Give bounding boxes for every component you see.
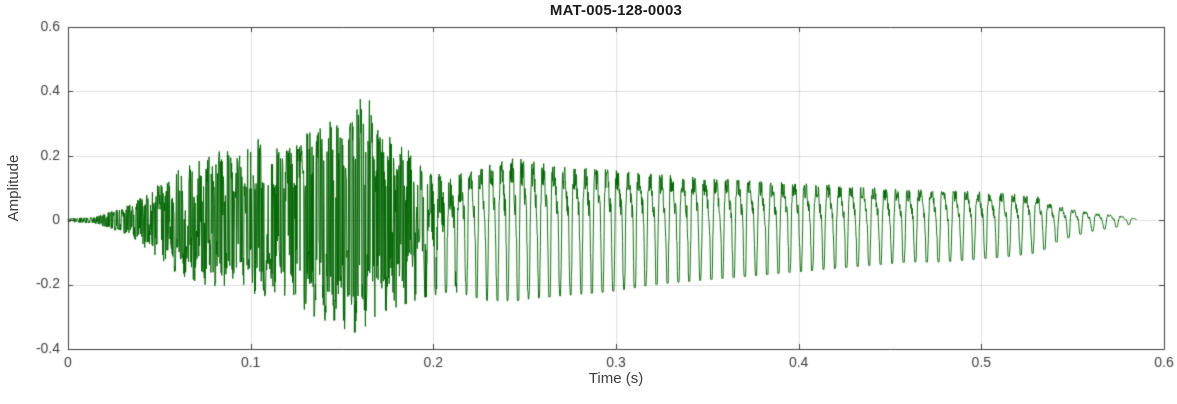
figure-title: MAT-005-128-0003 [549, 2, 683, 19]
x-axis-label: Time (s) [588, 370, 644, 387]
y-axis-label: Amplitude [5, 154, 22, 222]
